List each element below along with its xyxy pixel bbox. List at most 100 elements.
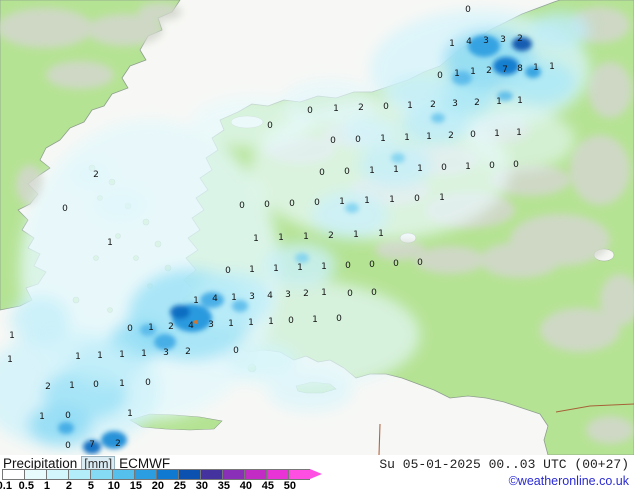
precip-value: 2: [115, 439, 121, 449]
border-lines: [194, 320, 634, 455]
precip-blob: [342, 116, 398, 148]
precip-value: 1: [364, 196, 370, 206]
precip-value: 2: [448, 131, 454, 141]
legend-arrow: [310, 469, 322, 479]
precip-value: 4: [212, 294, 218, 304]
precip-blob: [359, 143, 431, 187]
legend-cell: [134, 469, 156, 480]
legend-cell: [2, 469, 24, 480]
precip-value: 0: [369, 260, 375, 270]
precip-value: 1: [69, 381, 75, 391]
legend-cell: [266, 469, 288, 480]
precip-blob: [226, 342, 298, 378]
precip-blob: [295, 253, 309, 263]
precip-value: 1: [7, 355, 13, 365]
precip-value: 0: [393, 259, 399, 269]
precip-value: 2: [168, 322, 174, 332]
product-label: Precipitation: [3, 456, 78, 471]
legend-label: 0.1: [0, 480, 12, 490]
legend-cell: [178, 469, 200, 480]
legend-label: 15: [129, 480, 142, 490]
precip-blob: [154, 334, 176, 350]
precip-value: 1: [378, 229, 384, 239]
precip-value: 3: [249, 292, 255, 302]
precip-blob: [83, 440, 101, 454]
precip-value: 4: [188, 321, 194, 331]
precip-values: 01 4 3 3 20 1 1 2 7 8 1 10 1 2 0 1 2 3 2 1 100 0 1 1 1 2 0 1 12 0 0 1 1 1…: [7, 5, 555, 451]
precip-value: 0: [267, 121, 273, 131]
precip-value: 0: [330, 136, 336, 146]
precip-value: 0: [307, 106, 313, 116]
precip-value: 0: [314, 198, 320, 208]
precip-value: 1: [97, 351, 103, 361]
precip-value: 2: [93, 170, 99, 180]
precip-value: 1: [228, 319, 234, 329]
precip-value: 2: [517, 34, 523, 44]
legend-cell: [244, 469, 266, 480]
precip-value: 1: [303, 232, 309, 242]
precip-value: 2: [328, 231, 334, 241]
precip-value: 1: [141, 349, 147, 359]
precip-value: 1: [148, 323, 154, 333]
precip-value: 0: [288, 316, 294, 326]
precip-value: 1: [9, 331, 15, 341]
legend-bar: Precipitation [mm] ECMWF Su 05-01-2025 00.…: [0, 455, 634, 490]
precip-value: 3: [208, 320, 214, 330]
legend-label: 10: [107, 480, 120, 490]
precip-value: 0: [65, 411, 71, 421]
precip-value: 1: [465, 162, 471, 172]
precip-blob: [497, 91, 513, 101]
precip-value: 2: [486, 66, 492, 76]
precip-blob: [70, 163, 110, 187]
precip-value: 1: [253, 234, 259, 244]
product-title: Precipitation [mm] ECMWF: [3, 456, 170, 472]
precip-blob: [390, 76, 450, 108]
precip-value: 1: [496, 97, 502, 107]
precip-value: 0: [344, 167, 350, 177]
precip-blob: [493, 57, 519, 75]
legend-cell: [46, 469, 68, 480]
precip-value: 0: [233, 346, 239, 356]
precip-value: 0: [465, 5, 471, 15]
precip-value: 1: [426, 132, 432, 142]
precip-value: 0: [355, 135, 361, 145]
precip-value: 1: [119, 379, 125, 389]
precip-value: 0: [127, 324, 133, 334]
precip-value: 1: [417, 164, 423, 174]
precip-value: 0: [513, 160, 519, 170]
precip-value: 7: [89, 440, 95, 450]
precip-blob: [101, 431, 127, 449]
valid-time: Su 05-01-2025 00..03 UTC (00+27): [379, 457, 629, 472]
precip-blob: [525, 66, 541, 78]
legend-cell: [288, 469, 310, 480]
precip-value: 2: [358, 103, 364, 113]
precip-blob: [58, 422, 74, 434]
precip-value: 1: [389, 195, 395, 205]
legend-cell: [112, 469, 134, 480]
precip-value: 0: [417, 258, 423, 268]
precip-value: 1: [549, 62, 555, 72]
legend-cell: [200, 469, 222, 480]
legend-label: 25: [173, 480, 186, 490]
precip-value: 1: [321, 288, 327, 298]
precip-value: 2: [45, 382, 51, 392]
precip-blob: [140, 324, 156, 336]
legend-label: 50: [283, 480, 296, 490]
precip-value: 3: [163, 348, 169, 358]
precip-value: 2: [474, 98, 480, 108]
precip-value: 0: [145, 378, 151, 388]
precip-value: 0: [437, 71, 443, 81]
precip-value: 0: [441, 163, 447, 173]
legend-label: 45: [261, 480, 274, 490]
copyright-link[interactable]: ©weatheronline.co.uk: [508, 474, 629, 488]
precip-value: 1: [393, 165, 399, 175]
precip-value: 4: [267, 291, 273, 301]
precip-value: 0: [289, 199, 295, 209]
precip-blob: [391, 153, 405, 163]
precip-value: 0: [470, 130, 476, 140]
precip-value: 1: [297, 263, 303, 273]
precip-value: 1: [470, 67, 476, 77]
precip-blob: [452, 71, 472, 85]
legend-cell: [68, 469, 90, 480]
